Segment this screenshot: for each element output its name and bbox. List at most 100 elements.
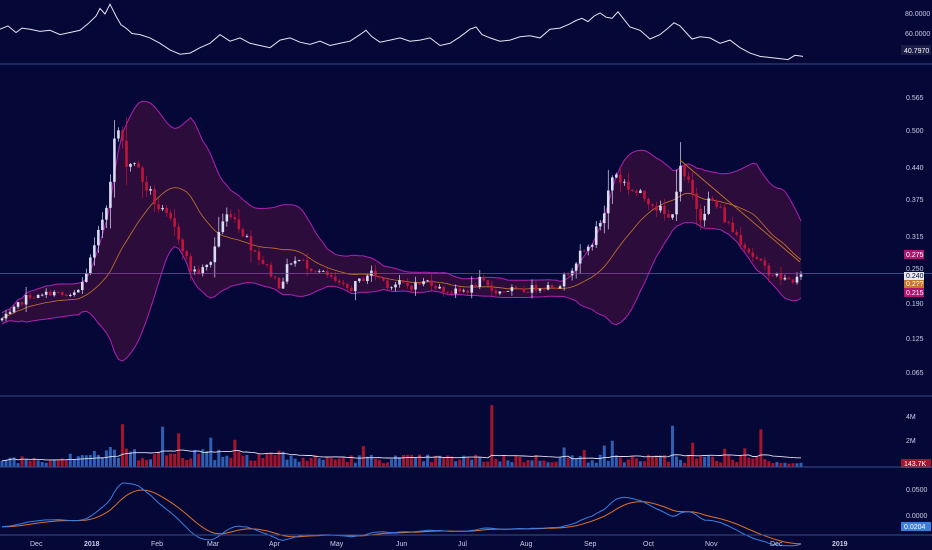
volume-bar	[466, 457, 470, 467]
candle-body	[165, 207, 168, 213]
candle-body	[245, 236, 249, 237]
candle-body	[490, 285, 494, 291]
price-tick-0315: 0.315	[906, 234, 924, 241]
candle-body	[434, 285, 437, 289]
candle	[474, 282, 478, 288]
volume-bar	[763, 459, 767, 467]
candle-body	[542, 288, 546, 290]
candle	[623, 179, 626, 186]
candle	[153, 185, 156, 213]
volume-bar	[550, 462, 554, 467]
volume-bar	[438, 455, 442, 467]
candle	[289, 262, 293, 266]
candle-body	[795, 276, 799, 283]
macd-last-value: 0.0204	[904, 524, 926, 531]
candle	[434, 284, 437, 290]
candle	[446, 291, 449, 295]
candle	[52, 290, 56, 297]
candle	[787, 276, 791, 280]
x-tick-aug: Aug	[520, 541, 533, 548]
candle	[486, 280, 490, 286]
volume-bar	[84, 455, 88, 467]
volume-bar	[52, 459, 56, 467]
candle-body	[56, 291, 60, 293]
volume-bar	[606, 460, 610, 467]
candle	[635, 189, 638, 197]
volume-bar	[253, 460, 257, 467]
candle-body	[169, 212, 172, 219]
candle	[578, 244, 582, 274]
volume-bar	[92, 450, 96, 467]
candle	[719, 203, 722, 209]
candle-body	[366, 275, 369, 282]
volume-last-value: 143.7K	[904, 461, 927, 468]
volume-bar	[373, 458, 377, 467]
volume-bar	[197, 453, 201, 467]
candle	[305, 253, 309, 276]
candle	[117, 127, 120, 142]
candle	[157, 198, 160, 213]
candle	[85, 268, 88, 283]
volume-bar	[506, 460, 510, 467]
candle-body	[113, 138, 116, 182]
candle-body	[93, 245, 96, 258]
candle-body	[502, 291, 506, 293]
candle	[36, 294, 40, 299]
volume-bar	[309, 458, 313, 467]
candle	[273, 275, 277, 280]
candle-body	[727, 222, 731, 223]
candle	[325, 268, 329, 279]
volume-bar	[161, 426, 165, 467]
candle-body	[651, 204, 654, 207]
candle	[93, 237, 96, 266]
x-tick-apr: Apr	[269, 541, 281, 548]
candle	[703, 205, 706, 227]
candle-body	[201, 267, 205, 275]
volume-bar	[791, 463, 795, 467]
volume-bar	[241, 455, 245, 467]
volume-bar	[779, 462, 783, 467]
volume-bar	[329, 457, 333, 467]
candle	[293, 256, 297, 267]
volume-bar	[32, 458, 36, 467]
volume-bar	[0, 460, 4, 467]
candle	[566, 271, 570, 278]
candle	[759, 258, 763, 262]
volume-bar	[357, 455, 361, 467]
volume-bar	[610, 440, 614, 467]
candle	[671, 214, 674, 220]
volume-bar	[285, 459, 289, 467]
candle-body	[550, 285, 554, 288]
bollinger-lower	[1, 222, 802, 362]
volume-bar	[667, 461, 671, 467]
candle-body	[133, 163, 136, 165]
x-tick-oct: Oct	[643, 541, 654, 548]
volume-bar	[157, 451, 161, 467]
volume-bar	[715, 460, 719, 467]
candle-body	[755, 256, 759, 259]
candle	[735, 229, 739, 237]
volume-bar	[675, 456, 679, 467]
candle	[466, 289, 470, 297]
price-tick-0565: 0.565	[906, 95, 924, 102]
candle-body	[89, 257, 92, 274]
volume-ma-line	[1, 449, 801, 462]
candle-body	[667, 213, 670, 218]
volume-bar	[132, 449, 136, 467]
volume-bar	[265, 452, 269, 467]
candle-body	[105, 207, 108, 220]
candle-body	[32, 297, 36, 299]
candle-body	[40, 294, 44, 296]
candle	[398, 275, 401, 288]
candle-body	[470, 284, 474, 293]
candle	[402, 279, 405, 284]
volume-bar	[261, 458, 265, 467]
candle	[301, 258, 305, 262]
candle	[394, 282, 397, 292]
volume-bar	[229, 457, 233, 467]
candle-body	[446, 292, 449, 294]
candle	[281, 277, 285, 290]
macd-panel	[1, 482, 802, 547]
volume-bar	[141, 458, 145, 467]
volume-bar	[494, 459, 498, 467]
